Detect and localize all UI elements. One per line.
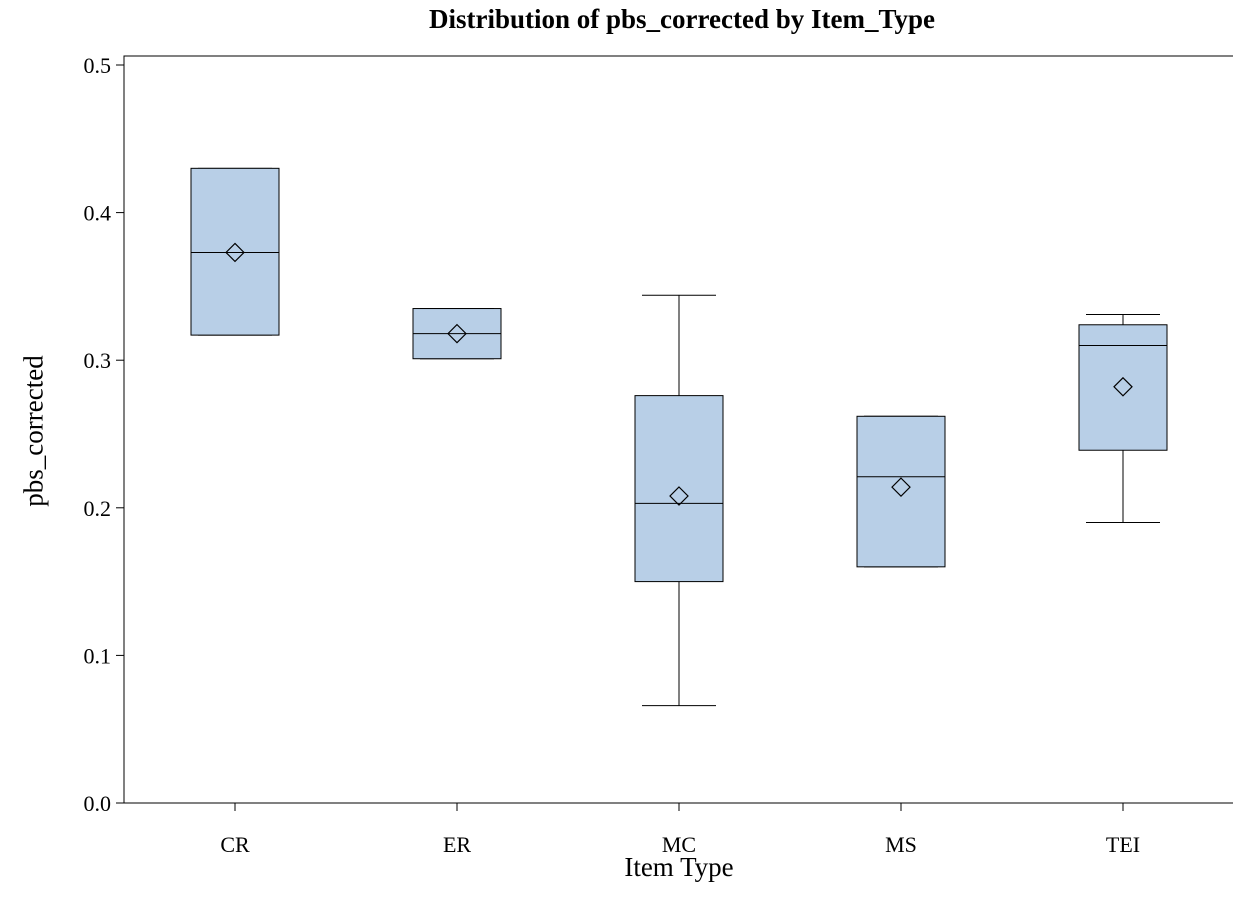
mean-marker (669, 486, 689, 506)
y-tick-label: 0.0 (84, 791, 112, 816)
y-tick-label: 0.4 (84, 201, 112, 226)
x-axis: CR ER MC MS TEI (220, 803, 1140, 857)
y-tick-label: 0.5 (84, 53, 112, 78)
x-tick-label: TEI (1106, 832, 1140, 857)
mean-marker (891, 477, 911, 497)
box-ms (856, 415, 946, 568)
box-iqr (634, 395, 724, 583)
box-mc (634, 294, 724, 707)
box-iqr (1078, 324, 1168, 451)
mean-marker (447, 323, 467, 344)
y-tick-label: 0.3 (84, 348, 112, 373)
x-axis-label: Item Type (624, 852, 734, 882)
x-tick-label: MC (662, 832, 696, 857)
box-tei (1078, 313, 1168, 524)
x-tick-label: ER (443, 832, 471, 857)
box-er (412, 308, 502, 360)
mean-marker (1113, 376, 1133, 397)
x-tick-label: MS (885, 832, 917, 857)
y-tick-label: 0.1 (84, 643, 112, 668)
x-tick-label: CR (220, 832, 250, 857)
y-axis: 0.0 0.1 0.2 0.3 0.4 0.5 (84, 53, 124, 816)
mean-marker (225, 242, 245, 263)
box-iqr (856, 415, 946, 568)
y-tick-label: 0.2 (84, 496, 112, 521)
chart-title: Distribution of pbs_corrected by Item_Ty… (429, 4, 935, 34)
boxes-group (190, 167, 1168, 707)
box-iqr (190, 167, 280, 336)
box-cr (190, 167, 280, 336)
